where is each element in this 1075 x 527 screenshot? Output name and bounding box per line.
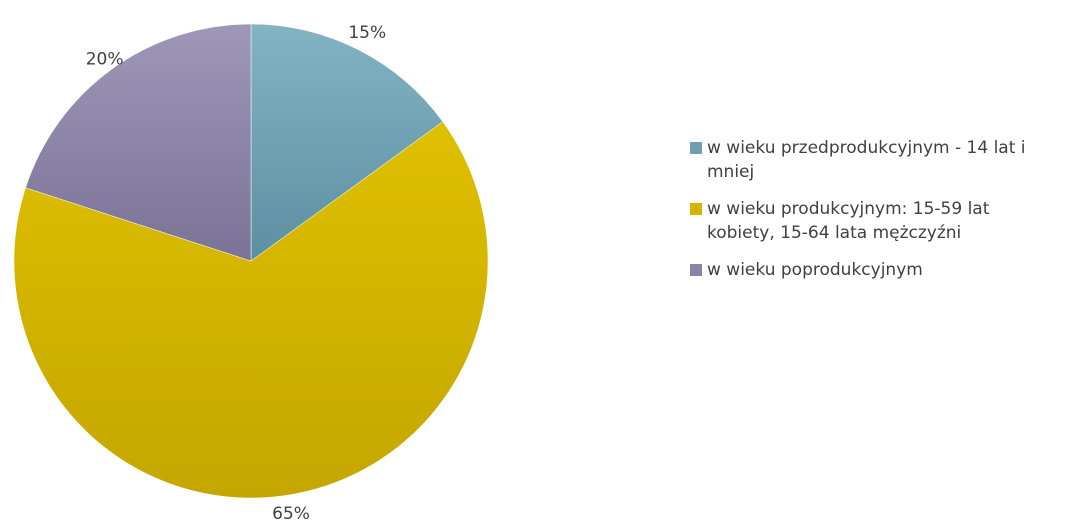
legend-item-przedprodukcyjny: w wieku przedprodukcyjnym - 14 lat i mni… (690, 136, 1070, 184)
data-label-przedprodukcyjny: 15% (348, 23, 386, 43)
pie-slice-produkcyjny (13, 121, 489, 499)
pie-data-labels: 15% 65% 20% (86, 23, 386, 524)
legend-swatch-przedprodukcyjny (690, 142, 702, 154)
legend-label-przedprodukcyjny: w wieku przedprodukcyjnym - 14 lat i mni… (707, 138, 1026, 182)
pie-slices (13, 23, 489, 499)
pie-slice-poprodukcyjny (25, 23, 252, 262)
pie-slice-przedprodukcyjny (250, 23, 444, 262)
data-label-poprodukcyjny: 20% (86, 50, 124, 70)
legend-item-poprodukcyjny: w wieku poprodukcyjnym (690, 258, 1070, 282)
legend-label-produkcyjny: w wieku produkcyjnym: 15-59 lat kobiety,… (707, 199, 990, 243)
data-label-produkcyjny: 65% (272, 504, 310, 524)
legend-swatch-poprodukcyjny (690, 264, 702, 276)
chart-legend: w wieku przedprodukcyjnym - 14 lat i mni… (690, 136, 1070, 295)
legend-item-produkcyjny: w wieku produkcyjnym: 15-59 lat kobiety,… (690, 197, 1070, 245)
legend-label-poprodukcyjny: w wieku poprodukcyjnym (707, 260, 923, 280)
legend-swatch-produkcyjny (690, 203, 702, 215)
